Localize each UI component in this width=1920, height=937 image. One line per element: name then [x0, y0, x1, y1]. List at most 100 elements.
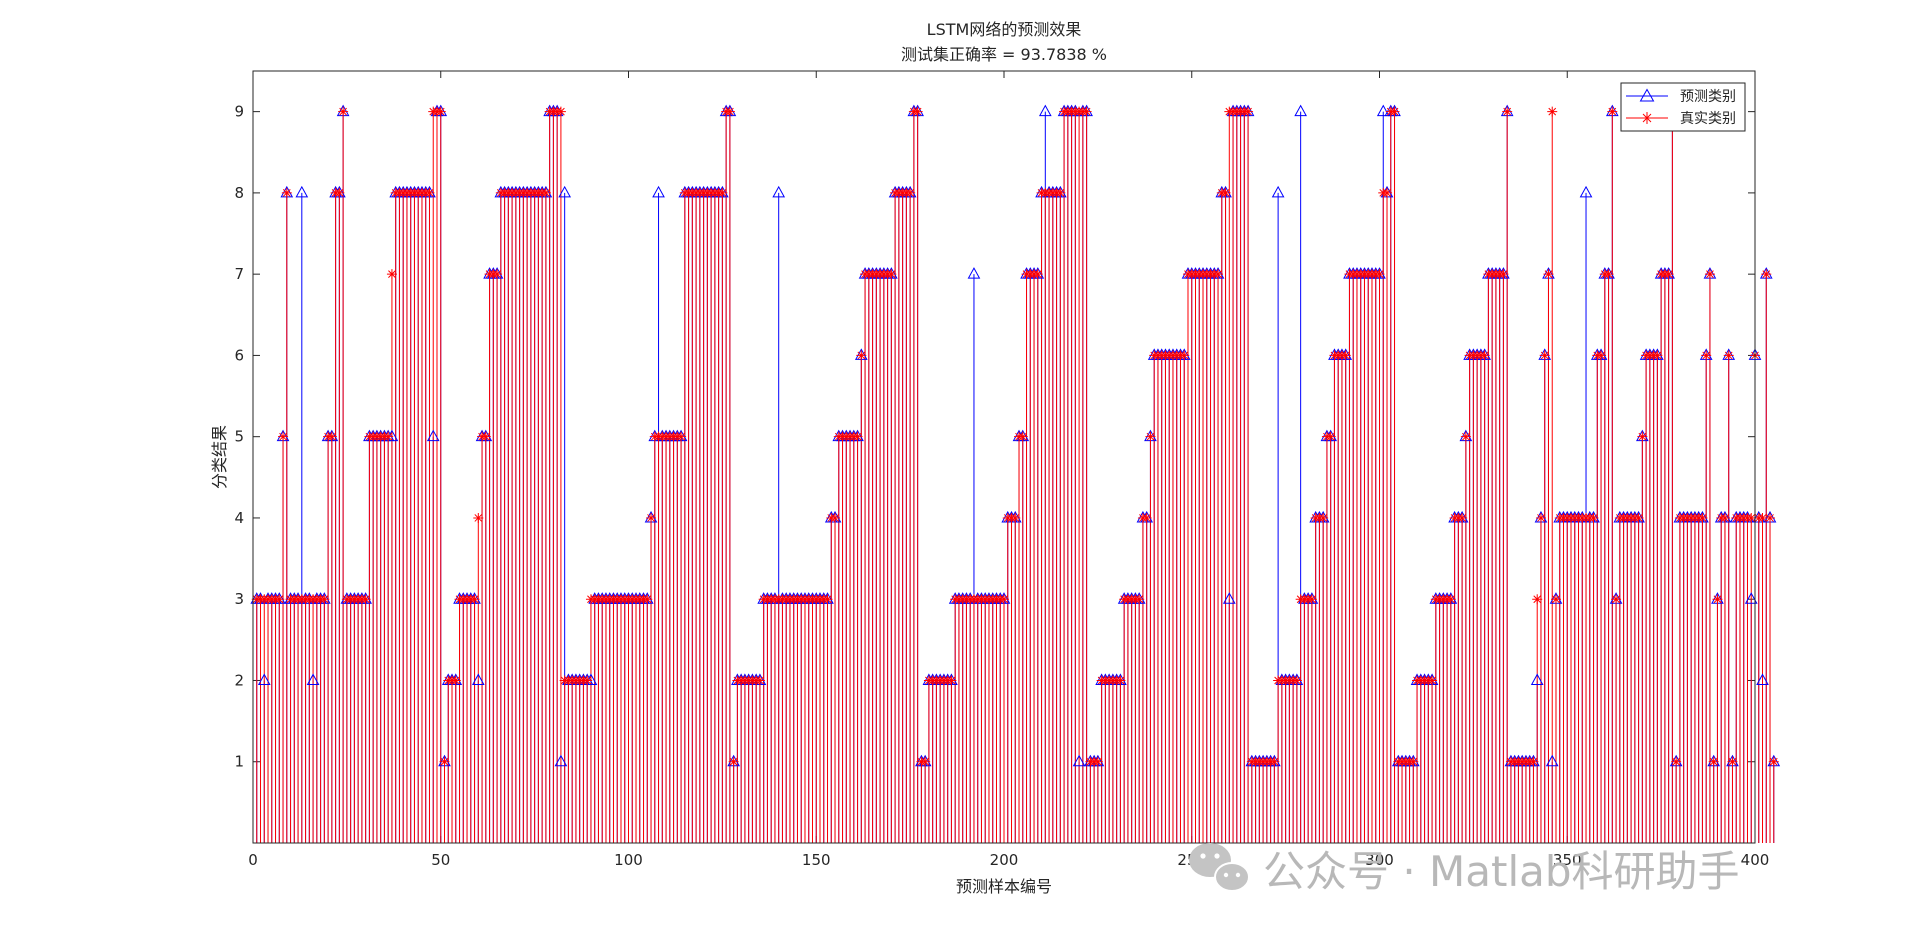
- true-point: [1382, 187, 1393, 198]
- y-tick-label: 5: [234, 428, 244, 446]
- true-point: [1325, 431, 1336, 442]
- true-point: [439, 756, 450, 767]
- y-tick-label: 2: [234, 671, 244, 689]
- true-point: [1340, 350, 1351, 361]
- true-markers: [251, 106, 1779, 767]
- predicted-point: [558, 185, 572, 198]
- true-point: [1306, 594, 1317, 605]
- x-tick-label: 200: [990, 851, 1019, 869]
- true-point: [830, 512, 841, 523]
- x-tick-label: 0: [248, 851, 258, 869]
- true-point: [642, 594, 653, 605]
- true-point: [1115, 675, 1126, 686]
- true-point: [1134, 594, 1145, 605]
- true-point: [1712, 594, 1723, 605]
- true-point: [1460, 431, 1471, 442]
- y-tick-label: 4: [234, 509, 244, 527]
- predicted-point: [1545, 754, 1559, 767]
- true-point: [424, 187, 435, 198]
- predicted-point: [471, 673, 485, 685]
- y-tick-label: 3: [234, 590, 244, 608]
- true-point: [450, 675, 461, 686]
- true-point: [1032, 269, 1043, 280]
- true-point: [469, 594, 480, 605]
- true-point: [1445, 594, 1456, 605]
- true-point: [1532, 594, 1543, 605]
- true-point: [1596, 350, 1607, 361]
- true-point: [1723, 350, 1734, 361]
- true-point: [1055, 187, 1066, 198]
- y-tick-label: 1: [234, 753, 244, 771]
- y-tick-label: 6: [234, 346, 244, 364]
- asterisk-marker-icon: [1641, 112, 1653, 124]
- x-tick-label: 300: [1365, 851, 1394, 869]
- true-point: [360, 594, 371, 605]
- legend-item-predicted: 预测类别: [1626, 88, 1736, 105]
- true-point: [905, 187, 916, 198]
- true-point: [1765, 512, 1776, 523]
- true-point: [1243, 106, 1254, 117]
- predicted-point: [1038, 104, 1052, 117]
- true-point: [1550, 594, 1561, 605]
- y-tick-label: 8: [234, 184, 244, 202]
- true-point: [1213, 269, 1224, 280]
- true-point: [278, 431, 289, 442]
- true-point: [1708, 756, 1719, 767]
- true-point: [946, 675, 957, 686]
- chart-title: LSTM网络的预测效果: [927, 20, 1082, 39]
- predicted-point: [772, 185, 786, 198]
- predicted-point: [1744, 592, 1758, 604]
- watermark: 公众号 · Matlab科研助手: [1189, 843, 1740, 896]
- true-point: [1528, 756, 1539, 767]
- true-point: [822, 594, 833, 605]
- true-point: [1633, 512, 1644, 523]
- true-point: [1588, 512, 1599, 523]
- true-point: [540, 187, 551, 198]
- legend-label-predicted: 预测类别: [1680, 89, 1736, 105]
- true-point: [386, 269, 397, 280]
- true-point: [728, 756, 739, 767]
- true-point: [319, 594, 330, 605]
- true-point: [1498, 269, 1509, 280]
- y-tick-label: 9: [234, 103, 244, 121]
- true-point: [334, 187, 345, 198]
- true-point: [435, 106, 446, 117]
- true-point: [1547, 106, 1558, 117]
- true-point: [1389, 106, 1400, 117]
- true-point: [1603, 269, 1614, 280]
- true-point: [1017, 431, 1028, 442]
- true-point: [1408, 756, 1419, 767]
- legend: 预测类别 真实类别: [1620, 82, 1746, 132]
- watermark-text: 公众号 · Matlab科研助手: [1263, 847, 1740, 896]
- predicted-point: [652, 185, 665, 198]
- true-point: [1768, 756, 1779, 767]
- stem-series: [256, 111, 1775, 843]
- true-point: [920, 756, 931, 767]
- true-point: [582, 675, 593, 686]
- legend-box: [1620, 82, 1746, 132]
- wechat-icon: [1189, 843, 1250, 892]
- true-point: [1291, 675, 1302, 686]
- y-tick-label: 7: [234, 265, 244, 283]
- predicted-point: [306, 673, 320, 685]
- true-point: [856, 350, 867, 361]
- x-tick-label: 350: [1553, 851, 1582, 869]
- true-point: [676, 431, 687, 442]
- true-point: [1637, 431, 1648, 442]
- true-point: [1746, 512, 1757, 523]
- true-point: [1704, 269, 1715, 280]
- predicted-point: [1530, 673, 1544, 685]
- triangle-marker-icon: [1639, 88, 1655, 102]
- plot-area: [250, 70, 1781, 844]
- true-point: [1757, 512, 1768, 523]
- true-point: [1141, 512, 1152, 523]
- axes-box: [252, 70, 1756, 844]
- chart-subtitle: 测试集正确率 = 93.7838 %: [901, 45, 1107, 64]
- predicted-point: [295, 185, 309, 198]
- true-point: [326, 431, 337, 442]
- true-point: [1697, 512, 1708, 523]
- true-point: [274, 594, 285, 605]
- predicted-point: [1072, 754, 1086, 767]
- true-point: [717, 187, 728, 198]
- true-point: [852, 431, 863, 442]
